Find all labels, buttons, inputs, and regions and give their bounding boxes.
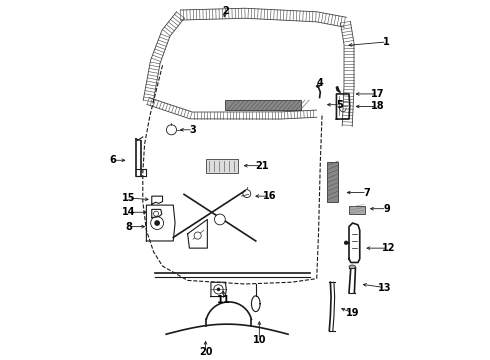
Ellipse shape xyxy=(349,265,355,269)
Bar xyxy=(327,162,338,202)
Text: 19: 19 xyxy=(346,308,359,318)
Text: 9: 9 xyxy=(383,204,390,214)
Text: 1: 1 xyxy=(383,37,390,47)
Text: 3: 3 xyxy=(190,125,196,135)
Text: 16: 16 xyxy=(263,191,277,201)
Text: 7: 7 xyxy=(364,188,370,198)
Bar xyxy=(349,206,365,214)
Circle shape xyxy=(154,220,160,226)
Text: 17: 17 xyxy=(371,89,385,99)
Text: 4: 4 xyxy=(317,78,324,88)
Text: 2: 2 xyxy=(222,6,229,17)
Bar xyxy=(205,159,238,173)
Circle shape xyxy=(217,288,221,291)
Bar xyxy=(225,100,300,110)
Circle shape xyxy=(344,240,348,245)
Text: 15: 15 xyxy=(122,193,135,203)
Text: 8: 8 xyxy=(125,222,132,231)
Text: 5: 5 xyxy=(337,100,343,110)
Text: 18: 18 xyxy=(371,102,385,112)
Text: 14: 14 xyxy=(122,207,135,217)
Text: 11: 11 xyxy=(217,295,230,305)
Text: 21: 21 xyxy=(255,161,269,171)
Text: 6: 6 xyxy=(109,155,116,165)
Circle shape xyxy=(215,214,225,225)
Text: 10: 10 xyxy=(252,334,266,345)
Text: 12: 12 xyxy=(382,243,395,253)
Text: 20: 20 xyxy=(199,347,212,357)
Circle shape xyxy=(194,232,201,239)
Text: 13: 13 xyxy=(378,283,392,293)
Circle shape xyxy=(151,217,164,229)
